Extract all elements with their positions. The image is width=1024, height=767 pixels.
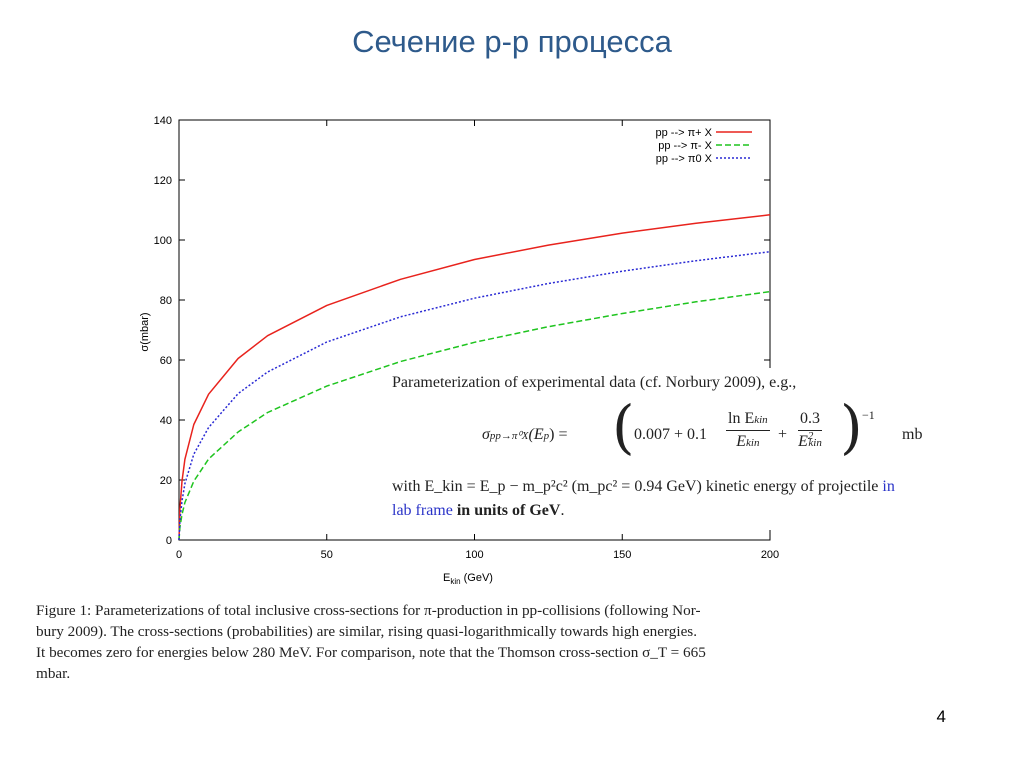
x-axis-label: Ekin (GeV) xyxy=(443,572,493,586)
y-tick-label: 140 xyxy=(154,115,172,127)
formula-definition: with E_kin = E_p − m_p²c² (m_pc² = 0.94 … xyxy=(392,478,895,495)
formula-intro: Parameterization of experimental data (c… xyxy=(392,374,797,391)
series-line xyxy=(178,214,771,541)
slide-title: Сечение p-p процесса xyxy=(352,24,672,59)
figure-caption: Figure 1: Parameterizations of total inc… xyxy=(36,600,888,684)
formula-unit: mb xyxy=(902,426,923,443)
x-tick-label: 150 xyxy=(613,549,631,561)
formula-lhs: σpp→π⁰X(Ep) = xyxy=(482,426,568,443)
legend-label: pp --> π- X xyxy=(658,140,712,152)
x-tick-label: 0 xyxy=(176,549,182,561)
formula-plus: + xyxy=(778,426,788,443)
close-paren: ) xyxy=(840,393,863,461)
caption-line: It becomes zero for energies below 280 M… xyxy=(36,644,706,661)
y-tick-label: 80 xyxy=(160,295,172,307)
formula-constant: 0.007 + 0.1 xyxy=(634,426,708,443)
x-tick-label: 100 xyxy=(465,549,483,561)
caption-line: Figure 1: Parameterizations of total inc… xyxy=(36,602,701,619)
caption-line: bury 2009). The cross-sections (probabil… xyxy=(36,623,698,640)
x-tick-label: 50 xyxy=(321,549,333,561)
page-number: 4 xyxy=(936,707,946,726)
y-tick-label: 40 xyxy=(160,415,172,427)
formula-box: Parameterization of experimental data (c… xyxy=(386,368,1022,530)
formula-exponent: −1 xyxy=(862,408,875,422)
y-tick-label: 100 xyxy=(154,235,172,247)
series-lines xyxy=(178,214,771,541)
x-axis-ticks: 0 50 100 150 200 xyxy=(176,120,779,561)
legend: pp --> π+ Xpp --> π- Xpp --> π0 X xyxy=(655,127,752,165)
caption-line: mbar. xyxy=(36,665,71,682)
y-tick-label: 60 xyxy=(160,355,172,367)
open-paren: ( xyxy=(612,393,635,461)
legend-label: pp --> π0 X xyxy=(656,153,713,165)
y-axis-label: σ(mbar) xyxy=(139,312,151,351)
y-tick-label: 120 xyxy=(154,175,172,187)
y-tick-label: 20 xyxy=(160,475,172,487)
y-tick-label: 0 xyxy=(166,535,172,547)
fraction-log: ln Ekin Ekin xyxy=(726,410,770,450)
formula-units-note: lab frame in units of GeV. xyxy=(392,502,565,519)
fraction-inverse-square: 0.3 E2kin xyxy=(798,410,822,450)
series-line xyxy=(178,290,771,541)
x-tick-label: 200 xyxy=(761,549,779,561)
series-line xyxy=(178,250,771,541)
legend-label: pp --> π+ X xyxy=(655,127,712,139)
y-axis-ticks: 0 20 40 60 80 100 120 140 xyxy=(154,115,770,547)
